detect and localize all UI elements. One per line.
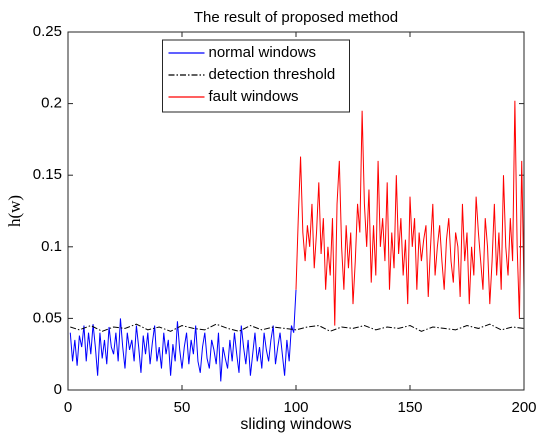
plot-frame (67, 31, 525, 391)
series-line (295, 100, 525, 326)
x-axis-label: sliding windows (240, 416, 351, 433)
x-tick-label: 100 (283, 399, 308, 416)
y-tick-label: 0.15 (33, 166, 62, 183)
y-tick-label: 0.2 (41, 95, 62, 112)
x-tick-label: 0 (64, 399, 72, 416)
x-tick-label: 200 (511, 399, 536, 416)
series-line (70, 323, 525, 332)
x-tick-label: 150 (397, 399, 422, 416)
x-tick-label: 50 (174, 399, 191, 416)
y-axis-label: h(w) (5, 195, 24, 227)
y-tick-label: 0 (54, 381, 62, 398)
y-tick-label: 0.25 (33, 23, 62, 40)
legend-label: detection threshold (209, 66, 336, 83)
legend-box (162, 39, 350, 113)
legend-label: normal windows (209, 44, 317, 61)
y-tick-label: 0.1 (41, 238, 62, 255)
series-line (69, 289, 297, 382)
chart-title: The result of proposed method (194, 9, 398, 26)
legend: normal windows detection threshold fault w… (162, 39, 350, 113)
y-tick-label: 0.05 (33, 309, 62, 326)
legend-label: fault windows (209, 88, 299, 105)
